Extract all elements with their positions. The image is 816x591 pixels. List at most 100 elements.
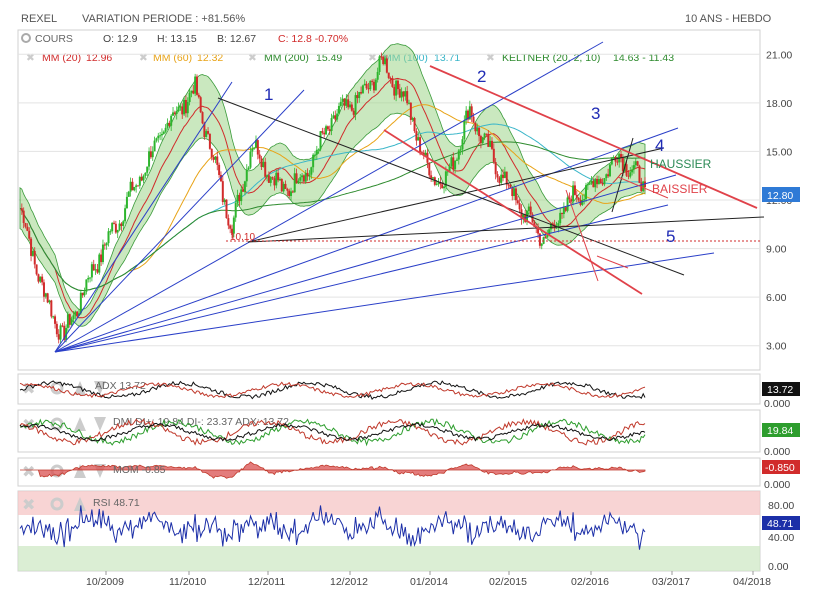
candle bbox=[30, 238, 33, 256]
candle bbox=[113, 222, 116, 224]
candle bbox=[166, 122, 169, 128]
price-tick-label: 21.00 bbox=[766, 49, 792, 61]
candle bbox=[125, 196, 128, 209]
adx-signal-line bbox=[19, 381, 646, 399]
candle bbox=[627, 175, 630, 177]
candle bbox=[612, 156, 615, 159]
candle bbox=[470, 106, 473, 117]
close-icon[interactable]: ✖ bbox=[22, 381, 35, 398]
candle bbox=[68, 314, 71, 325]
candle bbox=[59, 325, 62, 340]
annotation-1: 1 bbox=[264, 85, 273, 104]
red-line bbox=[565, 189, 599, 282]
fan-line bbox=[54, 41, 604, 353]
candle bbox=[131, 181, 134, 191]
candle bbox=[332, 115, 335, 119]
candle bbox=[358, 92, 361, 99]
candle bbox=[328, 129, 331, 131]
close-icon[interactable]: ✖ bbox=[368, 52, 377, 64]
candle bbox=[520, 209, 523, 220]
candle bbox=[288, 190, 291, 196]
gear-icon[interactable] bbox=[50, 497, 64, 511]
candle bbox=[57, 334, 60, 340]
candle bbox=[415, 131, 418, 141]
candle bbox=[428, 162, 431, 176]
candle bbox=[408, 102, 411, 104]
arrow-up-icon[interactable] bbox=[74, 497, 86, 511]
legend-mm100-value: 13.71 bbox=[434, 52, 460, 64]
candle bbox=[616, 161, 619, 163]
candle bbox=[172, 112, 175, 116]
candle bbox=[330, 118, 333, 131]
candle bbox=[124, 208, 127, 222]
rsi-tick-80: 80.00 bbox=[768, 500, 794, 512]
candle bbox=[620, 154, 623, 159]
candle bbox=[631, 169, 634, 173]
arrow-up-icon[interactable] bbox=[74, 417, 86, 431]
candle bbox=[109, 231, 112, 233]
candle bbox=[625, 164, 628, 176]
candle bbox=[254, 140, 257, 148]
candle bbox=[352, 110, 355, 115]
arrow-down-icon[interactable] bbox=[94, 417, 106, 431]
fan-line bbox=[54, 89, 305, 353]
x-axis-label: 02/2016 bbox=[571, 576, 609, 588]
candle bbox=[546, 235, 549, 238]
candle bbox=[570, 199, 573, 202]
candle bbox=[454, 160, 457, 170]
candle bbox=[402, 91, 405, 97]
candle bbox=[231, 228, 234, 234]
candle bbox=[459, 149, 462, 151]
candle bbox=[384, 58, 387, 65]
candle bbox=[159, 135, 162, 137]
candle bbox=[149, 151, 152, 158]
candle bbox=[605, 174, 608, 179]
candle bbox=[107, 231, 110, 244]
price-tick-label: 18.00 bbox=[766, 98, 792, 110]
candle bbox=[561, 212, 564, 215]
candle bbox=[286, 189, 289, 191]
arrow-up-icon[interactable] bbox=[74, 464, 86, 478]
candle bbox=[87, 277, 90, 280]
legend-mm60-value: 12.32 bbox=[197, 52, 223, 64]
candle bbox=[461, 139, 464, 150]
red-line bbox=[596, 255, 629, 269]
candle bbox=[583, 199, 586, 201]
close-icon[interactable]: ✖ bbox=[248, 52, 257, 64]
rsi-line bbox=[19, 505, 646, 550]
arrow-down-icon[interactable] bbox=[94, 381, 106, 395]
candle bbox=[277, 172, 280, 181]
candle bbox=[105, 243, 108, 246]
candle bbox=[52, 316, 55, 318]
candle bbox=[553, 224, 556, 229]
candle bbox=[39, 276, 42, 282]
candle bbox=[444, 171, 447, 187]
candle bbox=[395, 80, 398, 96]
legend-low: B: 12.67 bbox=[217, 33, 256, 45]
legend-keltner-label: KELTNER (20, 2, 10) bbox=[502, 52, 600, 64]
x-axis-label: 03/2017 bbox=[652, 576, 690, 588]
candle bbox=[301, 175, 304, 178]
candle bbox=[467, 110, 470, 120]
close-icon[interactable]: ✖ bbox=[22, 497, 35, 514]
gear-icon[interactable] bbox=[21, 33, 31, 43]
candle bbox=[555, 227, 558, 229]
close-icon[interactable]: ✖ bbox=[139, 52, 148, 64]
candle bbox=[190, 90, 193, 93]
close-icon[interactable]: ✖ bbox=[26, 52, 35, 64]
candle bbox=[562, 207, 565, 215]
candle bbox=[194, 76, 197, 94]
candle bbox=[76, 311, 79, 316]
candle bbox=[393, 86, 396, 96]
candle bbox=[155, 138, 158, 141]
candle bbox=[221, 181, 224, 203]
close-icon[interactable]: ✖ bbox=[486, 52, 495, 64]
candle bbox=[101, 244, 104, 263]
candle bbox=[476, 127, 479, 132]
close-icon[interactable]: ✖ bbox=[22, 464, 35, 481]
candle bbox=[280, 178, 283, 192]
candle bbox=[282, 183, 285, 192]
dmi-tag bbox=[762, 423, 800, 437]
close-icon[interactable]: ✖ bbox=[22, 417, 35, 434]
candle bbox=[494, 162, 497, 175]
